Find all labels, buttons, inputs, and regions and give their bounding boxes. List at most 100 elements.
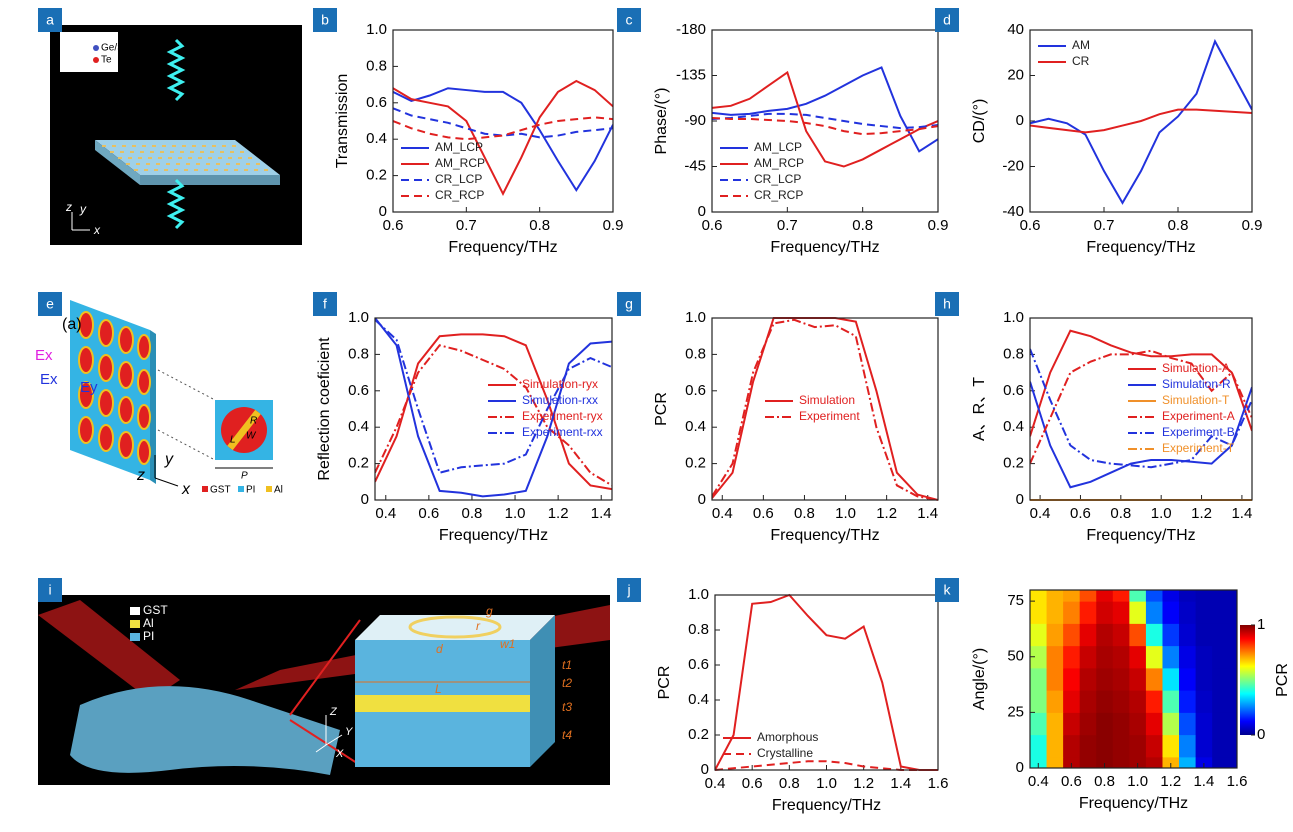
legend-label: CR (1072, 54, 1090, 68)
panel-letter: a (46, 12, 54, 28)
series-line (393, 107, 613, 139)
label: d (436, 642, 443, 656)
heat-cell (1129, 590, 1147, 602)
plot-frame (1029, 589, 1238, 769)
heat-cell (1079, 690, 1097, 713)
legend-label: Experiment (799, 409, 860, 423)
panel-letter-box (38, 578, 62, 602)
legend-label: Experiment-A (1162, 409, 1235, 423)
heat-cell (1063, 690, 1081, 713)
x-tick-label: 1.4 (890, 775, 911, 792)
heat-cell (1145, 667, 1163, 691)
heat-cell (1212, 690, 1230, 713)
series-line (712, 66, 938, 153)
label: Ge/Sb (101, 43, 130, 54)
y-tick-label: 0.2 (688, 726, 709, 743)
x-tick-label: 1.2 (1160, 773, 1181, 790)
heat-cell (1195, 623, 1213, 647)
x-tick-label: 0.8 (1110, 505, 1131, 522)
y-tick-label: 40 (1007, 21, 1024, 38)
heat-cell (1129, 756, 1147, 768)
colorbar-tick-label: 0 (1257, 726, 1265, 743)
heat-cell (1112, 734, 1130, 758)
heat-cell (1112, 712, 1130, 736)
heat-cell (1030, 623, 1048, 647)
plot-frame (711, 29, 939, 213)
x-tick-label: 0.8 (794, 505, 815, 522)
x-tick-label: 0.6 (418, 505, 439, 522)
series-line (715, 593, 938, 771)
heat-cell (1063, 623, 1081, 647)
x-tick-label: 0.9 (928, 217, 949, 234)
heat-cell (1145, 645, 1163, 669)
heat-cell (1112, 667, 1130, 691)
label: t3 (562, 700, 572, 714)
series-line (712, 112, 938, 130)
y-tick-label: 0.4 (348, 418, 369, 435)
heat-cell (1129, 623, 1147, 647)
heat-cell (1212, 734, 1230, 758)
y-tick-label: 0.2 (366, 167, 387, 184)
heat-cell (1228, 712, 1237, 736)
heat-cell (1179, 712, 1197, 736)
y-axis-label: Transmission (334, 74, 351, 169)
label: (a) (62, 316, 82, 333)
y-tick-label: 0.6 (685, 382, 706, 399)
x-tick-label: 1.2 (853, 775, 874, 792)
heat-cell (1195, 712, 1213, 736)
heat-cell (1228, 690, 1237, 713)
heat-cell (1145, 690, 1163, 713)
colorbar (1240, 625, 1255, 735)
heat-cell (1030, 734, 1048, 758)
plot-frame (711, 317, 939, 501)
label: Z (329, 706, 338, 718)
heat-cell (1129, 712, 1147, 736)
heat-cell (1063, 734, 1081, 758)
legend-label: AM (1072, 38, 1090, 52)
legend-label: CR_RCP (435, 188, 484, 202)
x-tick-label: 0.8 (779, 775, 800, 792)
x-tick-label: 0.4 (1028, 773, 1049, 790)
x-tick-label: 0.6 (1061, 773, 1082, 790)
label: t4 (562, 728, 572, 742)
series-line (712, 70, 938, 168)
y-tick-label: 0.2 (348, 455, 369, 472)
heat-cell (1096, 690, 1114, 713)
x-axis-label: Frequency/THz (439, 527, 548, 544)
heat-cell (1195, 690, 1213, 713)
legend-label: Experiment-T (1162, 441, 1235, 455)
legend-label: AM_LCP (754, 140, 802, 154)
plot-frame (392, 29, 614, 213)
x-tick-label: 0.4 (375, 505, 396, 522)
heat-cell (1145, 601, 1163, 624)
heat-cell (1228, 601, 1237, 624)
legend-label: CR_LCP (435, 172, 482, 186)
colorbar-tick-label: 1 (1257, 616, 1265, 633)
series-line (1030, 381, 1252, 489)
heat-cell (1063, 590, 1081, 602)
y-tick-label: -40 (1002, 203, 1024, 220)
heat-cell (1162, 590, 1180, 602)
y-tick-label: 1.0 (1003, 309, 1024, 326)
y-tick-label: 0 (1016, 112, 1024, 129)
heat-cell (1228, 645, 1237, 669)
heat-cell (1212, 756, 1230, 768)
label: x (93, 223, 101, 237)
x-tick-label: 0.8 (1168, 217, 1189, 234)
heat-cell (1129, 667, 1147, 691)
y-tick-label: -135 (676, 66, 706, 83)
x-tick-label: 0.7 (1094, 217, 1115, 234)
legend-label: Experiment-rxx (522, 425, 603, 439)
panel-letter: f (323, 296, 327, 312)
heat-cell (1046, 690, 1064, 713)
x-tick-label: 1.6 (1227, 773, 1248, 790)
label: PI (143, 629, 154, 643)
y-tick-label: 1.0 (348, 309, 369, 326)
heat-cell (1046, 756, 1064, 768)
heat-cell (1030, 712, 1048, 736)
label: W (246, 431, 257, 442)
y-axis-label: PCR (656, 666, 673, 700)
label: Y (345, 726, 353, 738)
y-tick-label: 50 (1007, 648, 1024, 665)
heat-cell (1030, 756, 1048, 768)
